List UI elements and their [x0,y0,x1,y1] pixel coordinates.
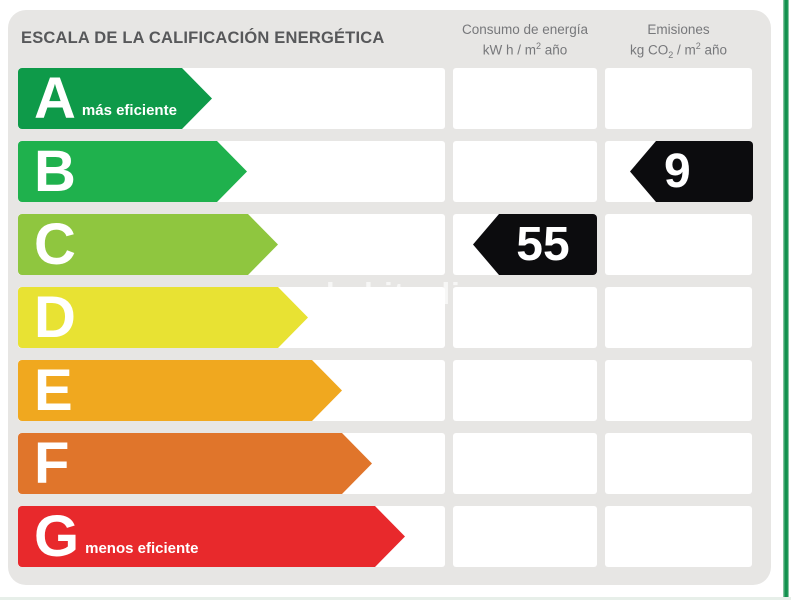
grade-letter: E [34,358,73,424]
consumo-cell [453,287,597,348]
rating-arrow-d: D [18,287,308,348]
rating-arrow-c: C [18,214,278,275]
grade-letter: B [34,139,76,205]
emisiones-cell [605,433,752,494]
bottom-accent-border [0,597,791,600]
consumo-header-title: Consumo de energía [461,22,589,37]
consumo-cell [453,68,597,129]
efficiency-note: menos eficiente [85,540,199,557]
consumo-cell [453,433,597,494]
consumo-cell [453,141,597,202]
emisiones-header-title: Emisiones [647,22,710,37]
consumo-cell [453,360,597,421]
consumo-column-header: Consumo de energía kW h / m2 año [445,20,605,60]
consumo-value: 55 [516,218,570,271]
rating-arrow-e: E [18,360,342,421]
consumo-value-arrow: 55 [473,214,597,275]
emisiones-column-header: Emisiones kg CO2 / m2 año [597,20,760,62]
rating-arrow-f: F [18,433,372,494]
emisiones-value: 9 [664,145,691,198]
emisiones-cell [605,214,752,275]
grade-letter: C [34,212,76,278]
rating-row-d: D [18,287,752,348]
grade-letter: A [34,66,76,132]
consumo-cell [453,506,597,567]
efficiency-note: más eficiente [81,102,177,119]
grade-letter: D [34,285,76,351]
rating-row-c: C [18,214,752,275]
emisiones-header-unit: kg CO2 / m2 año [629,40,728,60]
rating-row-f: F [18,433,752,494]
emisiones-cell [605,68,752,129]
page-title: ESCALA DE LA CALIFICACIÓN ENERGÉTICA [21,29,385,47]
emisiones-cell [605,287,752,348]
emisiones-cell [605,506,752,567]
rating-arrow-b: B [18,141,247,202]
emisiones-value-arrow: 9 [630,141,753,202]
rating-row-e: E [18,360,752,421]
emisiones-cell [605,360,752,421]
consumo-header-unit: kW h / m2 año [482,40,568,58]
grade-letter: G [34,504,80,570]
right-accent-border [783,0,789,600]
grade-letter: F [34,431,70,497]
